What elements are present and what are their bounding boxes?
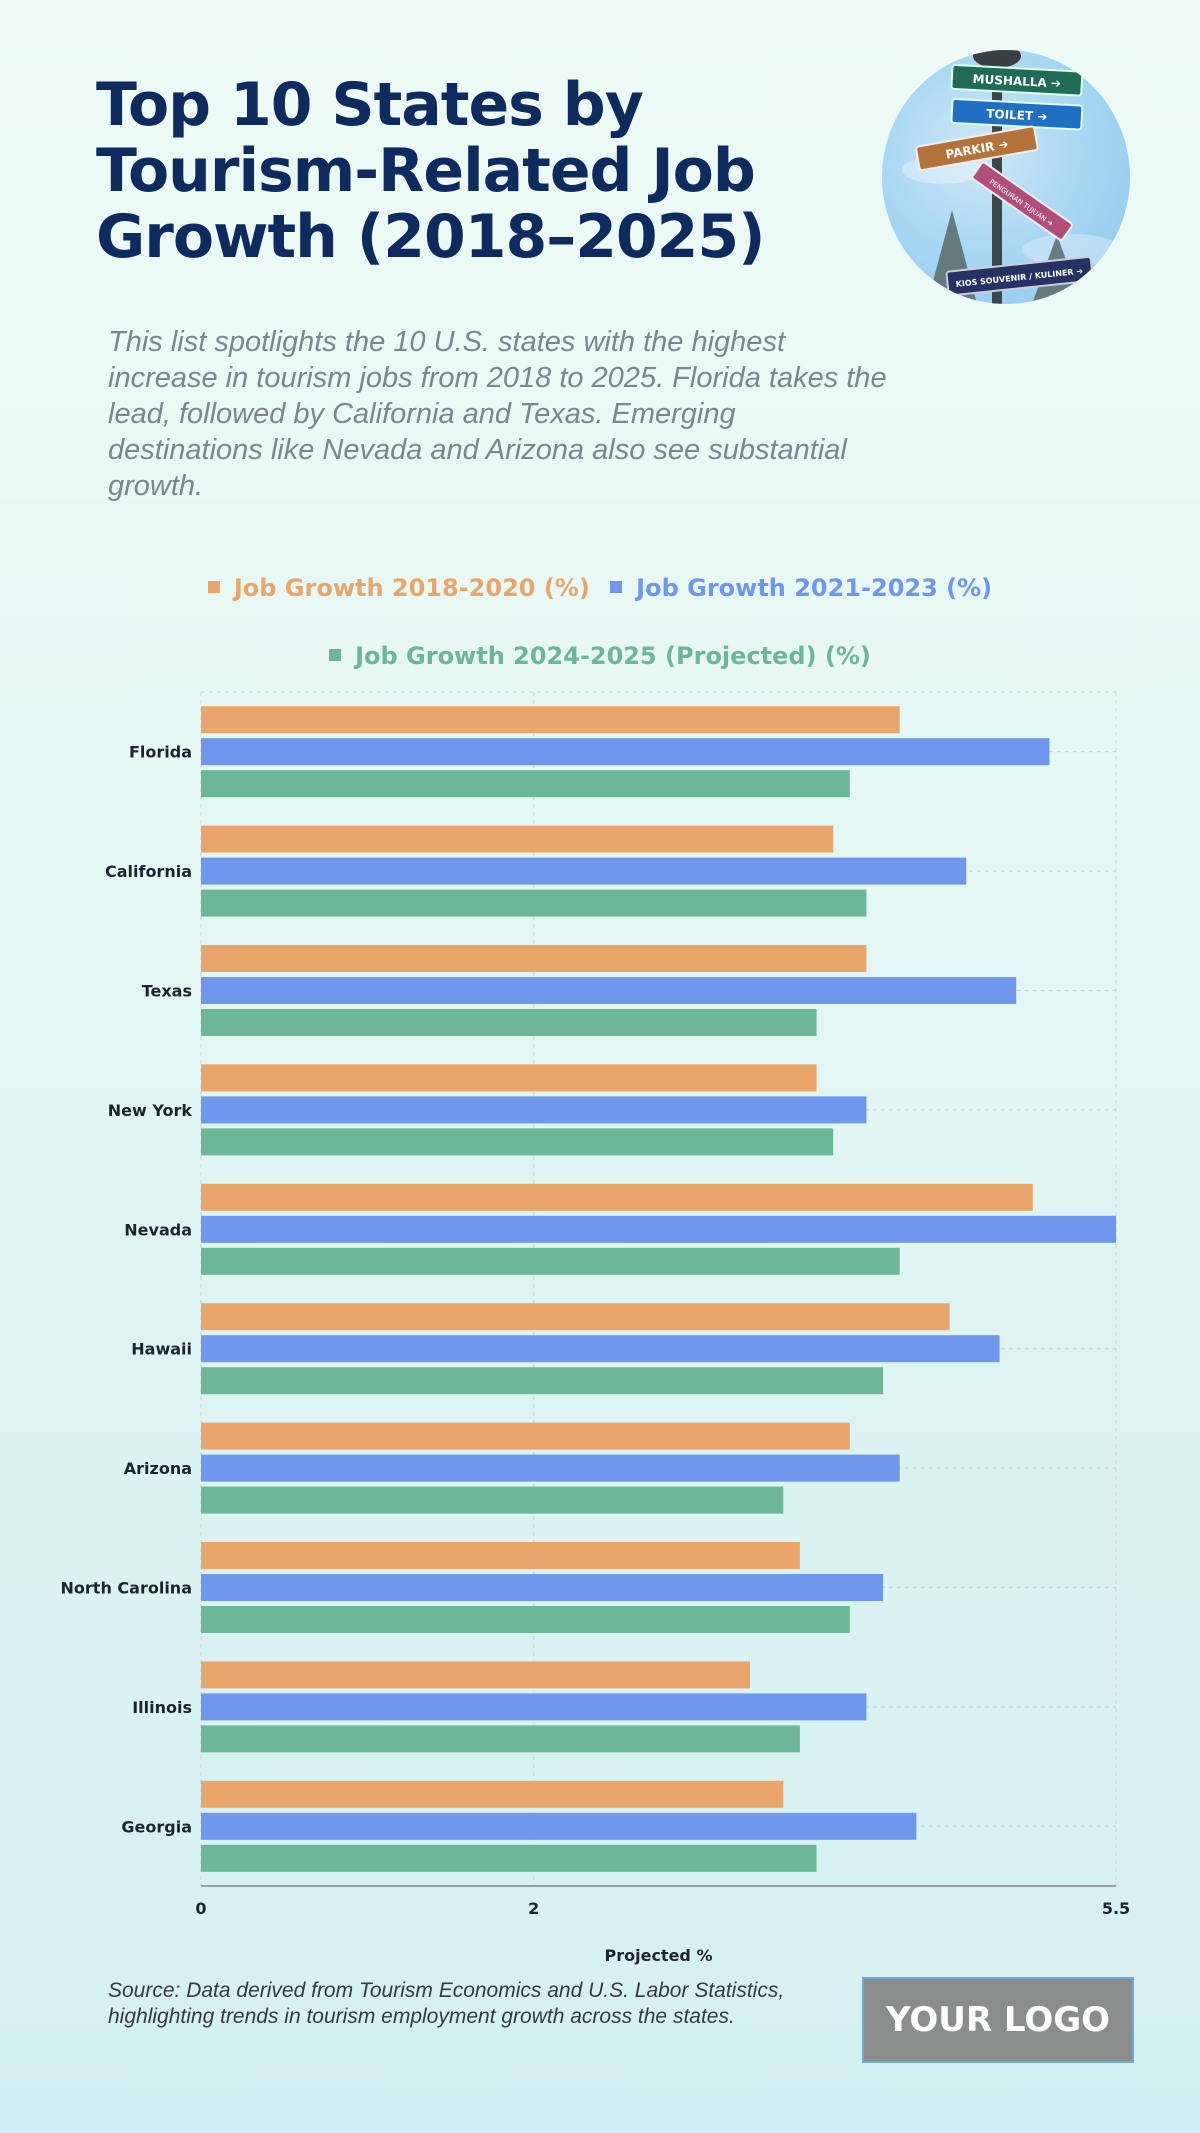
bar-california-series-3[interactable] <box>201 889 867 917</box>
bar-illinois-series-3[interactable] <box>201 1725 800 1753</box>
x-axis-ticks: 0 2 5.5 <box>195 1899 1130 1918</box>
signpost-illustration: MUSHALLA ➔ TOILET ➔ PARKIR ➔ PENGURAN TU… <box>902 50 1122 304</box>
bar-hawaii-series-1[interactable] <box>201 1303 950 1331</box>
bar-georgia-series-2[interactable] <box>201 1812 917 1840</box>
legend-item-series-2[interactable]: Job Growth 2021-2023 (%) <box>610 574 992 602</box>
bar-north-carolina-series-3[interactable] <box>201 1606 850 1633</box>
category-label: Nevada <box>124 1220 192 1239</box>
category-label: Hawaii <box>131 1340 192 1359</box>
sign-text: TOILET ➔ <box>986 107 1048 124</box>
x-tick-label: 2 <box>528 1899 539 1918</box>
legend-swatch-icon <box>610 581 623 593</box>
legend-row-2: Job Growth 2024-2025 (Projected) (%) <box>0 642 1200 670</box>
bar-hawaii-series-2[interactable] <box>201 1335 1000 1363</box>
bar-north-carolina-series-1[interactable] <box>201 1542 800 1569</box>
bar-illinois-series-2[interactable] <box>201 1693 867 1721</box>
bar-arizona-series-2[interactable] <box>201 1454 900 1482</box>
legend-label: Job Growth 2021-2023 (%) <box>636 574 993 602</box>
signpost-photo: MUSHALLA ➔ TOILET ➔ PARKIR ➔ PENGURAN TU… <box>882 50 1130 304</box>
legend-label: Job Growth 2024-2025 (Projected) (%) <box>355 642 871 670</box>
category-label: California <box>105 862 192 881</box>
category-label: Texas <box>142 982 192 1001</box>
bar-georgia-series-1[interactable] <box>201 1780 784 1808</box>
category-label: Georgia <box>121 1817 192 1836</box>
legend-label: Job Growth 2018-2020 (%) <box>233 574 590 602</box>
page-subtitle: This list spotlights the 10 U.S. states … <box>108 326 887 502</box>
bar-nevada-series-2[interactable] <box>201 1215 1116 1243</box>
bar-florida-series-1[interactable] <box>201 706 900 734</box>
bar-arizona-series-1[interactable] <box>201 1422 850 1450</box>
legend-row-1: Job Growth 2018-2020 (%) Job Growth 2021… <box>0 574 1200 602</box>
source-note: Source: Data derived from Tourism Econom… <box>108 1979 785 2028</box>
bar-florida-series-2[interactable] <box>201 738 1050 766</box>
bar-nevada-series-3[interactable] <box>201 1247 900 1275</box>
category-label: North Carolina <box>61 1579 192 1598</box>
legend-swatch-icon <box>207 581 220 593</box>
bar-new-york-series-3[interactable] <box>201 1128 834 1156</box>
legend-swatch-icon <box>329 649 342 661</box>
category-label: Arizona <box>124 1459 192 1478</box>
bar-illinois-series-1[interactable] <box>201 1661 750 1689</box>
bar-florida-series-3[interactable] <box>201 770 850 798</box>
logo-placeholder[interactable]: YOUR LOGO <box>862 1977 1134 2063</box>
bar-hawaii-series-3[interactable] <box>201 1367 884 1395</box>
bar-nevada-series-1[interactable] <box>201 1183 1033 1211</box>
bars <box>201 706 1116 1872</box>
bar-california-series-1[interactable] <box>201 825 834 853</box>
x-tick-label: 5.5 <box>1102 1899 1130 1918</box>
bar-new-york-series-2[interactable] <box>201 1096 867 1124</box>
bar-arizona-series-3[interactable] <box>201 1486 784 1514</box>
category-label: New York <box>108 1101 193 1120</box>
bar-new-york-series-1[interactable] <box>201 1064 817 1092</box>
bar-texas-series-3[interactable] <box>201 1009 817 1036</box>
category-label: Illinois <box>132 1698 192 1717</box>
bar-texas-series-2[interactable] <box>201 977 1017 1004</box>
bar-georgia-series-3[interactable] <box>201 1844 817 1872</box>
bar-california-series-2[interactable] <box>201 857 967 885</box>
page-title: Top 10 States by Tourism-Related Job Gro… <box>96 70 766 272</box>
legend-item-series-3[interactable]: Job Growth 2024-2025 (Projected) (%) <box>329 642 871 670</box>
category-labels: Florida California Texas New York Nevada Hawa… <box>61 743 193 1837</box>
bar-texas-series-1[interactable] <box>201 945 867 972</box>
x-axis-title: Projected % <box>605 1946 713 1965</box>
category-label: Florida <box>129 743 192 762</box>
bar-north-carolina-series-2[interactable] <box>201 1574 884 1601</box>
x-tick-label: 0 <box>195 1899 206 1918</box>
legend-item-series-1[interactable]: Job Growth 2018-2020 (%) <box>207 574 590 602</box>
bar-chart: Florida California Texas New York Nevada Hawa… <box>61 691 1130 1965</box>
sign-text: MUSHALLA ➔ <box>972 72 1061 91</box>
